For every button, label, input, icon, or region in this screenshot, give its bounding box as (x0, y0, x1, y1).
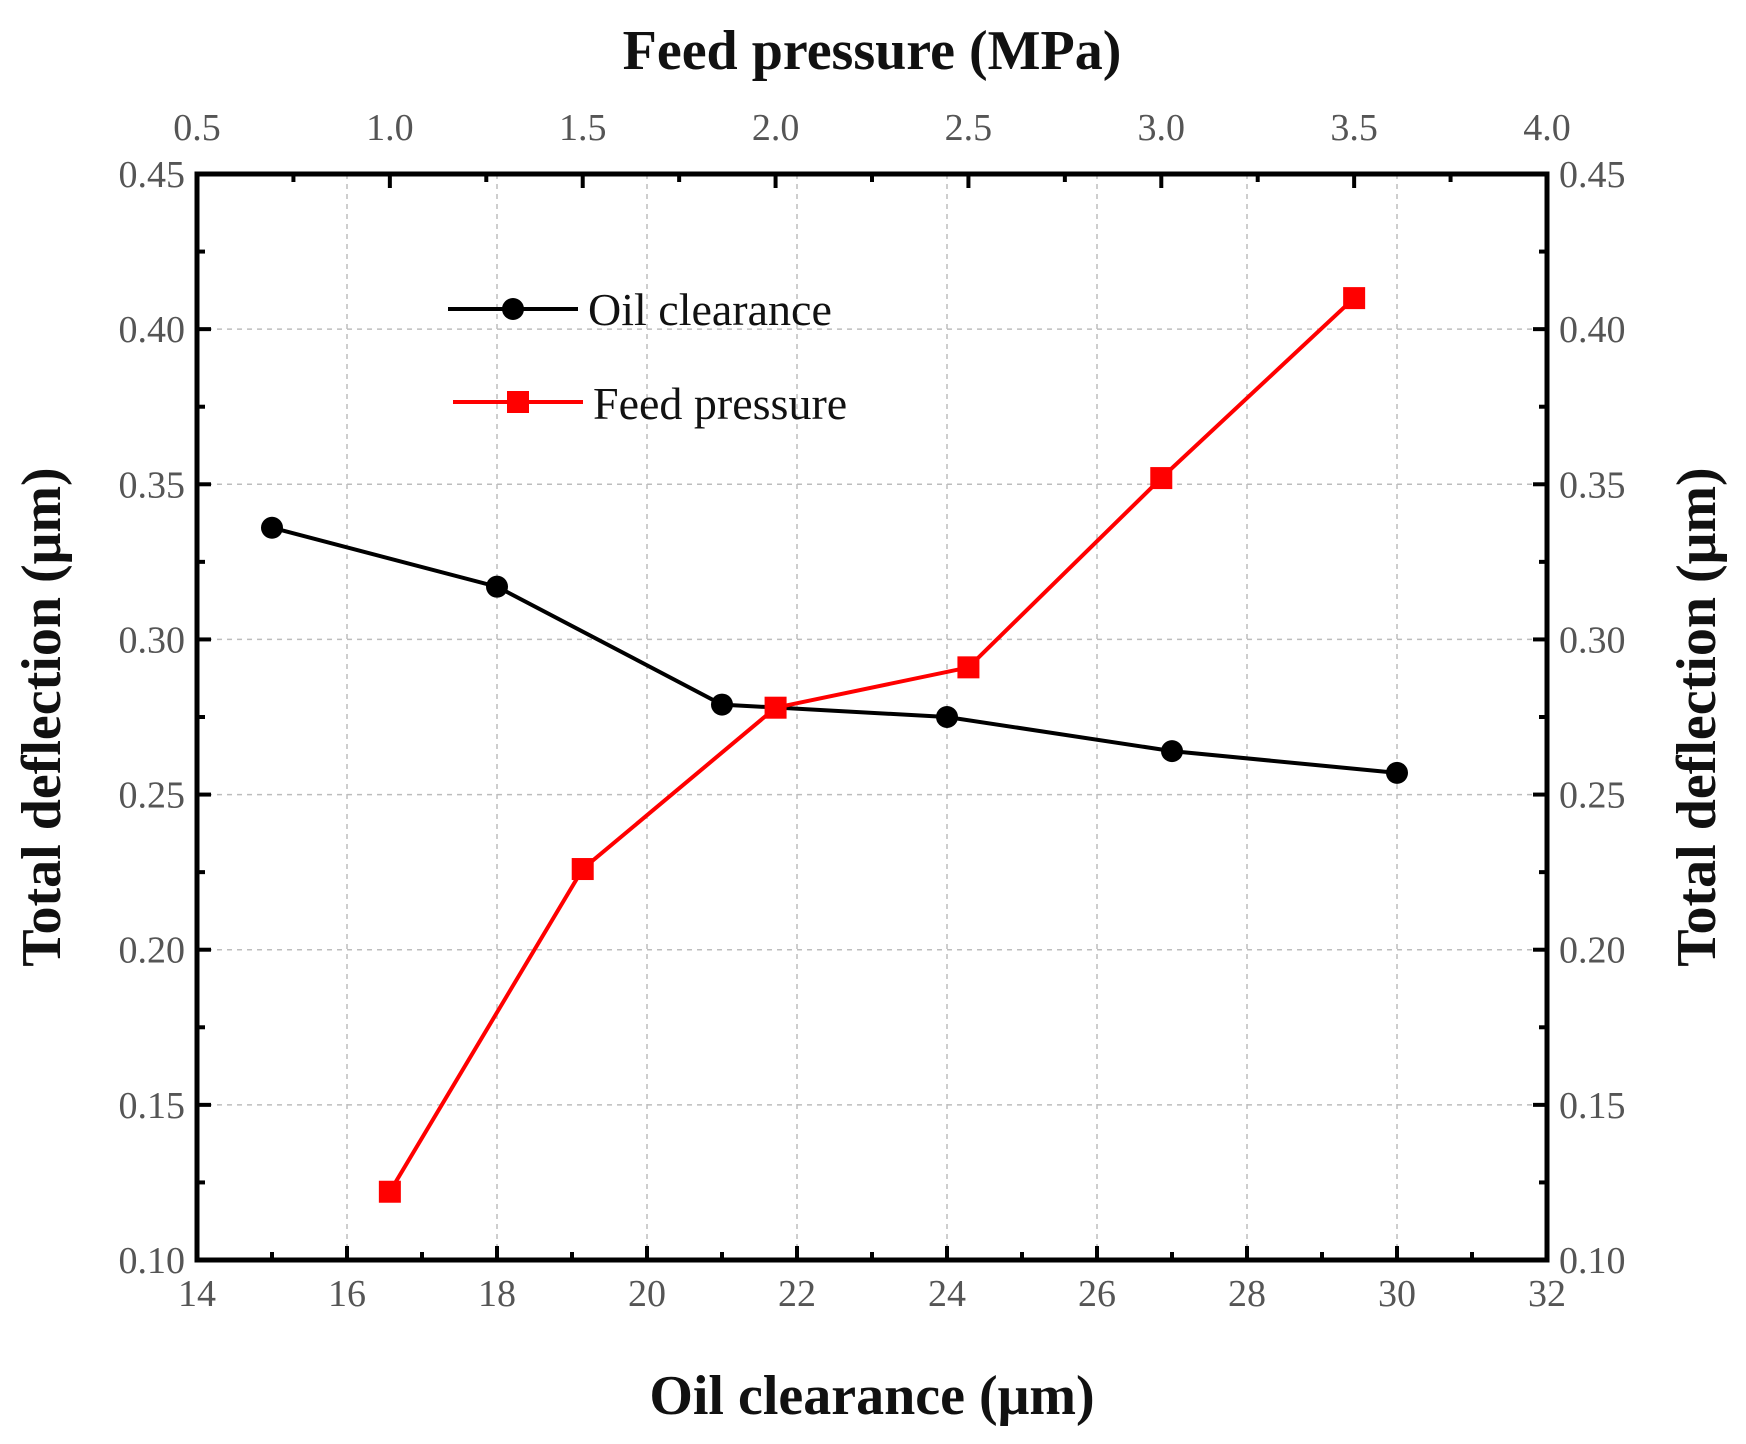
top-axis-tick-label: 1.0 (366, 107, 414, 149)
bottom-axis-tick-label: 20 (628, 1273, 666, 1315)
bottom-axis-tick-label: 30 (1378, 1273, 1416, 1315)
series-markers (261, 287, 1408, 1203)
right-axis-tick-label: 0.45 (1559, 154, 1626, 196)
series-line-feed-pressure (388, 296, 1356, 1193)
right-axis-tick-label: 0.25 (1559, 775, 1626, 817)
data-point-oil-clearance (1161, 740, 1183, 763)
right-axis-tick-label: 0.35 (1559, 464, 1626, 506)
left-axis-tick-label: 0.10 (119, 1240, 186, 1282)
data-point-feed-pressure (378, 1180, 401, 1203)
data-point-feed-pressure (571, 858, 594, 881)
bottom-axis-tick-label: 32 (1528, 1273, 1566, 1315)
bottom-axis-tick-label: 16 (328, 1273, 366, 1315)
legend-label-feed-pressure: Feed pressure (593, 378, 847, 429)
bottom-axis-tick-label: 22 (778, 1273, 816, 1315)
legend-marker-oil-clearance (502, 298, 524, 320)
grid (197, 174, 1547, 1260)
data-point-oil-clearance (936, 706, 958, 728)
series-lines (271, 296, 1398, 1193)
top-axis-tick-label: 1.5 (559, 107, 607, 149)
left-axis-tick-label: 0.25 (119, 775, 186, 817)
bottom-axis-tick-label: 28 (1228, 1273, 1266, 1315)
data-point-oil-clearance (261, 516, 283, 539)
left-axis-tick-label: 0.15 (119, 1085, 186, 1127)
left-axis-tick-label: 0.30 (119, 619, 186, 661)
left-axis-tick-label: 0.45 (119, 154, 186, 196)
right-axis-tick-label: 0.30 (1559, 619, 1626, 661)
series-line-oil-clearance (271, 525, 1398, 775)
bottom-axis-tick-label: 26 (1078, 1273, 1116, 1315)
top-axis-tick-label: 2.5 (945, 107, 993, 149)
top-axis-title: Feed pressure (MPa) (623, 20, 1122, 82)
right-axis-tick-label: 0.20 (1559, 930, 1626, 972)
legend-label-oil-clearance: Oil clearance (588, 284, 832, 335)
data-point-feed-pressure (957, 656, 980, 679)
tick-labels: 14 16 18 20 22 24 26 28 30 32 0.5 1.0 1.5 2.0 2.5 3.0 3.… (119, 107, 1626, 1315)
bottom-axis-tick-label: 18 (478, 1273, 516, 1315)
left-axis-tick-label: 0.20 (119, 930, 186, 972)
bottom-axis-tick-label: 14 (178, 1273, 216, 1315)
top-axis-tick-label: 3.0 (1138, 107, 1186, 149)
plot-frame (194, 171, 1550, 1263)
data-point-oil-clearance (711, 693, 733, 716)
left-axis-title: Total deflection (μm) (11, 467, 73, 966)
right-axis-tick-label: 0.15 (1559, 1085, 1626, 1127)
bottom-axis-tick-label: 24 (928, 1273, 966, 1315)
top-axis-tick-label: 4.0 (1523, 107, 1571, 149)
bottom-axis-title: Oil clearance (μm) (649, 1365, 1094, 1427)
data-point-feed-pressure (764, 696, 787, 719)
legend: Oil clearance Feed pressure (448, 284, 847, 429)
left-axis-tick-label: 0.35 (119, 464, 186, 506)
top-axis-tick-label: 2.0 (752, 107, 800, 149)
data-point-oil-clearance (486, 575, 508, 598)
right-axis-title: Total deflection (μm) (1666, 467, 1728, 966)
data-point-oil-clearance (1386, 761, 1408, 784)
right-axis-tick-label: 0.40 (1559, 309, 1626, 351)
data-point-feed-pressure (1150, 467, 1173, 490)
top-axis-tick-label: 0.5 (173, 107, 221, 149)
right-axis-tick-label: 0.10 (1559, 1240, 1626, 1282)
data-point-feed-pressure (1343, 287, 1366, 310)
top-axis-tick-label: 3.5 (1330, 107, 1378, 149)
legend-marker-feed-pressure (507, 391, 529, 413)
axis-ticks (195, 172, 1549, 1262)
left-axis-tick-label: 0.40 (119, 309, 186, 351)
